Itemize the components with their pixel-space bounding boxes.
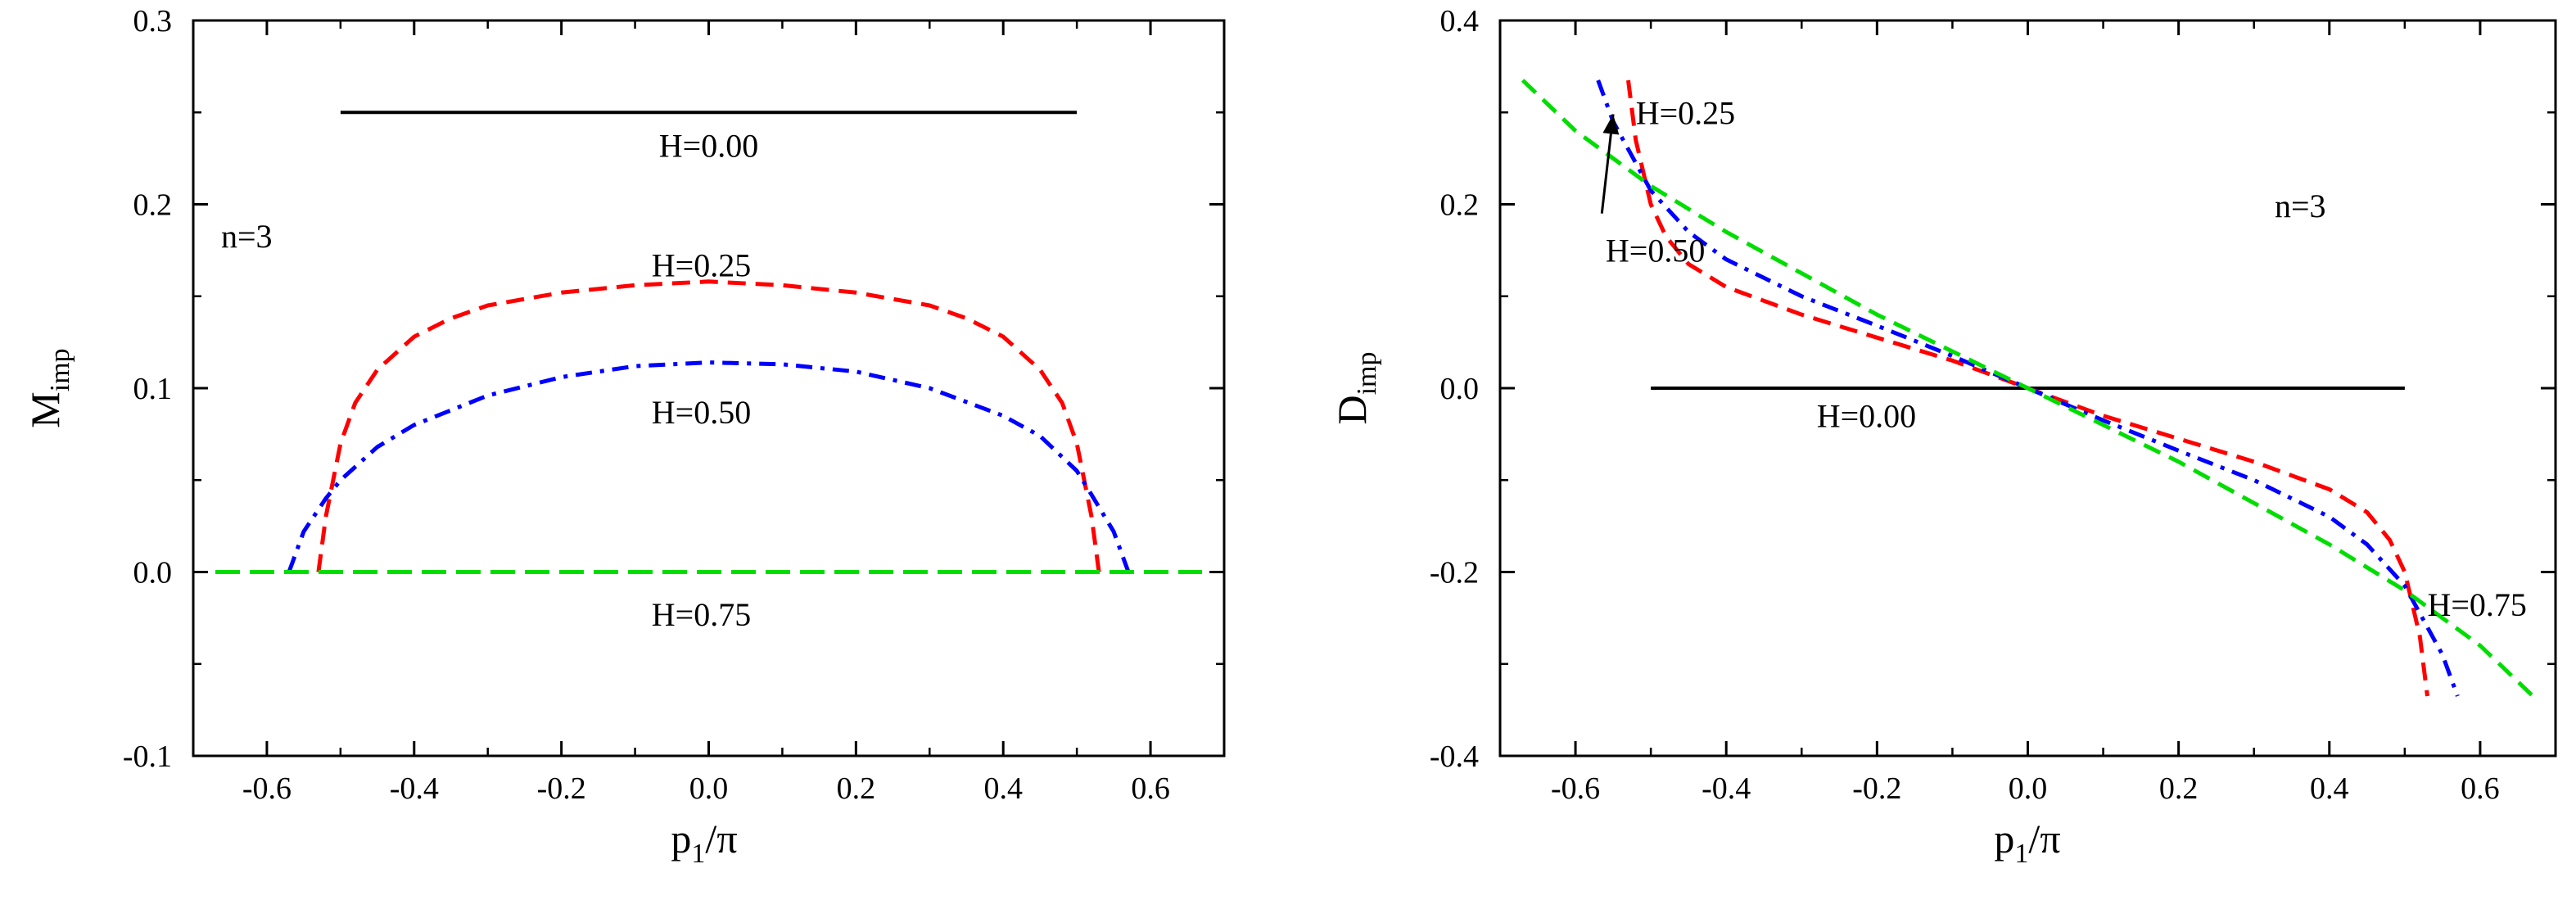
- x-tick-label: 0.4: [983, 771, 1023, 806]
- y-tick-label: -0.4: [1430, 739, 1479, 774]
- x-tick-label: 0.2: [2159, 771, 2199, 806]
- y-axis-title: Mimp: [22, 348, 75, 427]
- annotation-arrow-head: [1602, 114, 1620, 135]
- y-tick-label: 0.3: [133, 4, 173, 38]
- x-tick-label: 0.6: [1131, 771, 1170, 806]
- y-tick-label: 0.2: [133, 188, 173, 223]
- x-axis-title: p1/π: [1994, 816, 2060, 869]
- series-line-h-0-50: [287, 360, 1131, 573]
- y-tick-label: 0.2: [1440, 188, 1480, 223]
- x-tick-label: -0.4: [390, 771, 439, 806]
- panel-label: n=3: [221, 218, 273, 255]
- series-line-h-0-75: [1521, 79, 2535, 698]
- x-tick-label: 0.0: [689, 771, 729, 806]
- x-tick-label: -0.6: [242, 771, 291, 806]
- x-axis-title: p1/π: [671, 816, 737, 869]
- series-group: [1521, 79, 2535, 698]
- y-tick-label: 0.1: [133, 372, 173, 406]
- x-tick-label: 0.2: [837, 771, 876, 806]
- x-tick-label: -0.2: [537, 771, 586, 806]
- annotation-h-0-25: H=0.25: [1636, 94, 1735, 131]
- annotation-h-0-00: H=0.00: [1817, 398, 1916, 435]
- x-tick-label: -0.2: [1852, 771, 1901, 806]
- annotation-h-0-75: H=0.75: [2427, 586, 2526, 623]
- y-tick-label: -0.2: [1430, 556, 1479, 590]
- x-tick-label: -0.6: [1551, 771, 1600, 806]
- y-axis-title: Dimp: [1329, 351, 1382, 424]
- left-panel: -0.6 -0.4 -0.2 0.0 0.2 0.4 0.6 -0.1 0.0 0.1 0.2 0.3…: [22, 4, 1226, 869]
- annotation-h-0-00: H=0.00: [659, 128, 758, 165]
- x-tick-label: 0.4: [2310, 771, 2349, 806]
- y-tick-label: -0.1: [123, 739, 172, 774]
- annotation-h-0-50: H=0.50: [1606, 233, 1705, 269]
- y-tick-label: 0.0: [1440, 372, 1480, 406]
- annotation-h-0-50: H=0.50: [652, 394, 751, 431]
- y-tick-label: 0.0: [133, 556, 173, 590]
- x-tick-label: -0.4: [1702, 771, 1751, 806]
- x-tick-label: 0.0: [2009, 771, 2048, 806]
- series-line-h-0-25: [316, 279, 1101, 572]
- y-tick-label: 0.4: [1440, 4, 1480, 38]
- right-panel: -0.6 -0.4 -0.2 0.0 0.2 0.4 0.6 -0.4 -0.2 0.0 0.2 0.…: [1329, 4, 2557, 869]
- annotation-h-0-25: H=0.25: [652, 247, 751, 284]
- panel-label: n=3: [2275, 188, 2326, 224]
- series-group: [215, 111, 1202, 574]
- x-tick-label: 0.6: [2461, 771, 2500, 806]
- annotation-h-0-75: H=0.75: [652, 596, 751, 633]
